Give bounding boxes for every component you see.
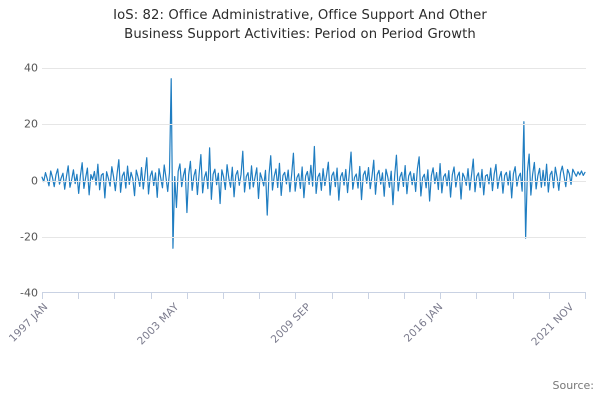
source-label: Source: [552,379,595,392]
y-tick-label: 20 [24,117,38,131]
x-axis-line [42,292,586,293]
x-tick-label: 2009 SEP [268,301,314,346]
x-tick-label: 2021 NOV [529,301,577,349]
chart-title: IoS: 82: Office Administrative, Office S… [113,8,487,42]
gridline-y [42,180,586,182]
gridline-y [42,124,586,126]
x-tick-mark [114,293,115,299]
x-tick-mark [404,293,405,299]
footer-caption-container: IoS: 82: Office Administrative, Office S… [0,355,600,379]
x-tick-label: 1997 JAN [6,301,51,345]
gridline-y [42,236,586,238]
y-tick-label: -40 [20,286,38,300]
x-tick-mark [295,293,296,299]
x-tick-mark [476,293,477,299]
gridline-y [42,68,586,69]
x-tick-mark [78,293,79,299]
series-line-chart [41,78,586,249]
x-tick-label: 2003 MAY [135,301,182,348]
x-tick-mark [151,293,152,299]
x-tick-mark [332,293,333,299]
x-tick-mark [368,293,369,299]
x-tick-mark [440,293,441,299]
x-tick-mark [549,293,550,299]
plot-area [41,68,586,293]
x-tick-label: 2016 JAN [401,301,445,345]
x-tick-mark [585,293,586,299]
x-tick-mark [223,293,224,299]
series-polyline [41,78,586,249]
y-tick-label: -20 [20,230,38,244]
x-tick-mark [513,293,514,299]
x-tick-mark [42,293,43,299]
y-axis-tick-labels: 40 20 0 -20 -40 [0,0,38,400]
y-tick-label: 0 [31,174,38,187]
y-tick-label: 40 [24,61,38,75]
x-tick-mark [187,293,188,299]
x-tick-mark [259,293,260,299]
